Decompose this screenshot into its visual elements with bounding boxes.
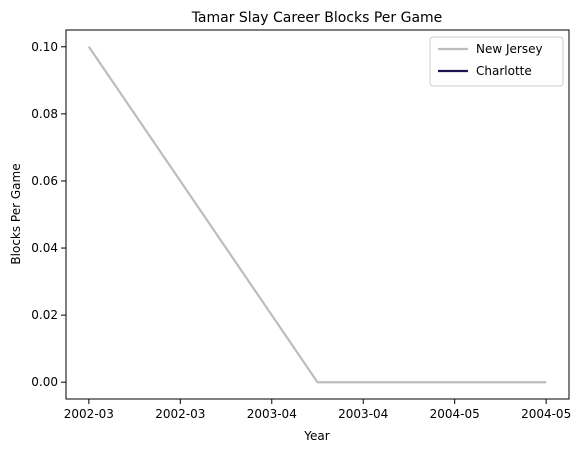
x-tick-label: 2002-03 — [64, 407, 114, 421]
y-tick-label: 0.02 — [31, 308, 58, 322]
plot-area — [65, 29, 570, 400]
x-tick-label: 2002-03 — [155, 407, 205, 421]
y-axis: 0.00 0.02 0.04 0.06 0.08 0.10 — [31, 40, 66, 389]
y-axis-label: Blocks Per Game — [9, 163, 23, 264]
x-axis-label: Year — [303, 429, 329, 443]
y-tick-label: 0.10 — [31, 40, 58, 54]
y-tick-label: 0.00 — [31, 375, 58, 389]
chart-title: Tamar Slay Career Blocks Per Game — [191, 10, 443, 26]
y-tick-label: 0.04 — [31, 241, 58, 255]
x-tick-label: 2004-05 — [521, 407, 571, 421]
legend-label-new-jersey: New Jersey — [476, 42, 543, 56]
series-line-new-jersey — [87, 46, 547, 384]
x-tick-label: 2003-04 — [338, 407, 388, 421]
x-tick-label: 2004-05 — [430, 407, 480, 421]
x-tick-label: 2003-04 — [247, 407, 297, 421]
y-tick-label: 0.06 — [31, 174, 58, 188]
legend-label-charlotte: Charlotte — [476, 64, 532, 78]
plot-frame — [65, 29, 570, 400]
series-layer — [87, 46, 547, 384]
y-tick-label: 0.08 — [31, 107, 58, 121]
legend: New Jersey Charlotte — [429, 36, 564, 87]
x-axis: 2002-03 2002-03 2003-04 2003-04 2004-05 2004-… — [64, 399, 571, 421]
